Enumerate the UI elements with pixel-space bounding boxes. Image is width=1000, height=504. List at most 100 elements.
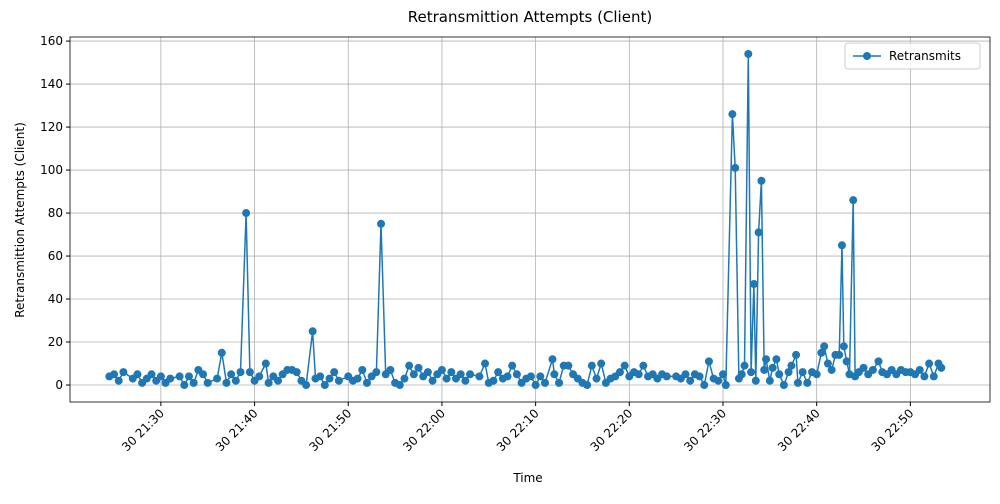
legend-marker [863,52,871,60]
data-point [812,370,821,379]
data-point [292,368,301,377]
x-tick-label: 30 22:00 [400,406,448,454]
data-point [592,374,601,383]
data-point [242,209,251,218]
y-tick-label: 40 [48,292,63,306]
data-point [489,376,498,385]
data-point [180,381,189,390]
data-point [775,370,784,379]
data-point [583,381,592,390]
legend-box [844,42,981,70]
data-point [400,374,409,383]
data-point [316,372,325,381]
data-point [740,361,749,370]
data-point [156,372,165,381]
data-point [874,357,883,366]
data-point [842,357,851,366]
data-point [217,348,226,357]
data-point [859,363,868,372]
data-point [447,368,456,377]
data-point [798,368,807,377]
data-point [308,327,317,336]
data-point [273,376,282,385]
y-tick-label: 140 [40,77,63,91]
data-point [747,368,756,377]
data-point [353,374,362,383]
data-point [442,374,451,383]
data-point [147,370,156,379]
data-point [587,361,596,370]
data-point [548,355,557,364]
x-tick-label: 30 21:50 [307,406,355,454]
data-point [227,370,236,379]
data-point [536,372,545,381]
y-tick-label: 80 [48,206,63,220]
x-axis-label: Time [512,471,542,485]
data-point [714,376,723,385]
data-point [503,372,512,381]
data-point [762,355,771,364]
data-point [803,378,812,387]
data-point [231,376,240,385]
data-point [827,365,836,374]
data-point [817,348,826,357]
plot-frame [69,36,991,403]
data-point [414,363,423,372]
data-point [184,372,193,381]
data-point [264,378,273,387]
y-tick-label: 100 [40,163,63,177]
data-point [835,350,844,359]
data-point [820,342,829,351]
data-point [784,368,793,377]
data-point [634,370,643,379]
data-point [564,361,573,370]
data-point [597,359,606,368]
data-point [737,370,746,379]
data-point [512,370,521,379]
y-tick-label: 160 [40,34,63,48]
data-point [461,376,470,385]
x-tick-label: 30 21:40 [213,406,261,454]
data-point [531,381,540,390]
data-point [915,365,924,374]
x-tick-label: 30 22:10 [494,406,542,454]
data-point [330,368,339,377]
data-point [937,363,946,372]
data-point [721,381,730,390]
data-point [110,370,119,379]
data-point [334,376,343,385]
data-point [494,368,503,377]
data-point [320,381,329,390]
data-point [760,365,769,374]
data-point [751,376,760,385]
y-axis-label: Retransmittion Attempts (Client) [13,122,27,318]
chart-title: Retransmittion Attempts (Client) [408,8,652,26]
data-point [213,374,222,383]
data-point [372,368,381,377]
data-point [423,368,432,377]
data-point [757,176,766,185]
y-tick-label: 120 [40,120,63,134]
data-point [731,163,740,172]
data-point [409,370,418,379]
data-point [437,365,446,374]
data-point [199,370,208,379]
x-tick-label: 30 22:50 [869,406,917,454]
data-point [615,368,624,377]
data-point [765,376,774,385]
data-point [837,241,846,250]
data-point [466,370,475,379]
data-point [526,372,535,381]
data-point [481,359,490,368]
data-point [772,355,781,364]
data-point [823,359,832,368]
data-point [779,381,788,390]
data-point [175,372,184,381]
data-point [793,378,802,387]
data-point [925,359,934,368]
y-tick-label: 20 [48,335,63,349]
data-point [728,110,737,119]
data-point [222,378,231,387]
data-point [245,368,254,377]
data-point [261,359,270,368]
